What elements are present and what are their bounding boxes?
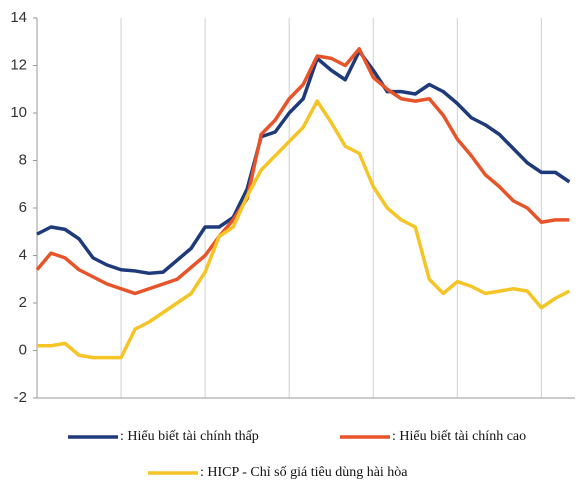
y-tick-label: 12 xyxy=(10,56,27,73)
series-line xyxy=(35,47,570,296)
legend-label: : Hiểu biết tài chính cao xyxy=(392,429,526,444)
series-line xyxy=(36,49,571,276)
legend-label: : HICP - Chỉ số giá tiêu dùng hài hòa xyxy=(200,465,408,480)
legend-label: : Hiểu biết tài chính thấp xyxy=(120,429,259,444)
y-tick-label: 2 xyxy=(19,294,27,311)
y-tick-label: 4 xyxy=(19,246,27,263)
y-tick-label: 8 xyxy=(19,151,27,168)
series-line xyxy=(37,99,571,360)
y-tick-label: 0 xyxy=(19,341,27,358)
y-tick-label: 14 xyxy=(10,9,27,26)
y-tick-label: 6 xyxy=(19,199,27,216)
y-tick-label: -2 xyxy=(14,389,27,406)
y-tick-label: 10 xyxy=(10,104,27,121)
